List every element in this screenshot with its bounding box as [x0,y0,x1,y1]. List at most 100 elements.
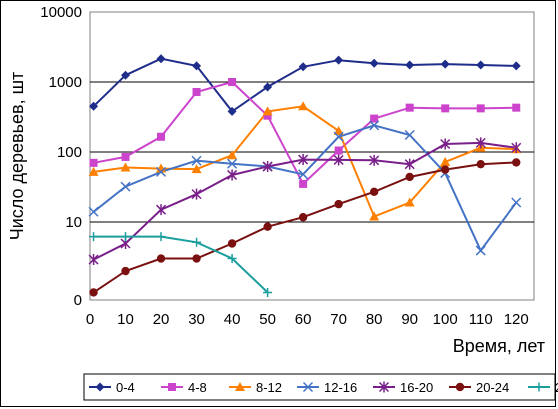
data-point [192,237,202,247]
x-tick-label: 120 [504,311,529,328]
legend-marker [235,382,245,391]
y-tick-label: 1000 [49,74,82,91]
data-point [121,266,130,276]
legend-label: 24-28 [555,380,558,395]
data-point [156,254,166,263]
data-point [476,60,486,70]
data-point [441,165,450,174]
data-point [88,166,99,176]
series-line-6 [93,235,269,294]
data-point [404,197,415,207]
data-point [263,222,272,231]
legend-label: 20-24 [476,380,509,395]
legend-label: 8-12 [256,380,282,395]
data-point [227,239,237,248]
legend-marker [302,381,314,393]
data-point [369,120,380,131]
grid [89,11,535,301]
legend-marker [534,382,544,392]
data-point [121,152,130,161]
legend-box [83,373,556,401]
legend-marker [455,382,465,392]
data-point [370,114,379,123]
legend-label: 16-20 [400,380,433,395]
y-tick-label: 10 [65,214,82,231]
data-point [369,211,380,221]
data-point [121,70,131,80]
data-point [405,172,414,182]
data-point [121,232,131,242]
legend-marker [168,383,176,391]
data-point [227,106,237,116]
data-point [227,254,237,264]
data-point [299,179,308,188]
data-point [120,162,131,172]
data-point [404,158,415,170]
x-tick-label: 60 [295,311,312,328]
series-markers [88,54,522,297]
x-tick-label: 40 [224,311,241,328]
data-point [88,206,99,217]
data-point [369,187,379,197]
data-point [298,169,309,180]
data-point [298,154,309,166]
data-point [156,204,167,216]
data-point [475,137,486,149]
x-tick-label: 30 [188,311,205,328]
data-point [227,169,238,181]
data-point [89,288,98,297]
legend-marker [378,381,390,393]
y-tick-label: 10000 [40,4,82,21]
data-point [89,232,99,242]
x-tick-label: 100 [433,311,458,328]
data-point [333,131,344,142]
x-tick-label: 110 [469,311,493,328]
data-point [192,254,201,263]
data-point [156,166,167,177]
data-point [334,199,343,209]
data-point [191,164,202,174]
y-axis-title: Число деревьев, шт [7,72,27,241]
x-tick-label: 80 [366,311,383,328]
data-point [512,158,521,167]
data-point [228,78,237,86]
data-point [227,150,238,160]
data-point [334,55,344,65]
data-point [440,156,451,166]
tick-labels: 0 10 100 1000 10000 0 10 20 30 40 50 60 70 80 90 100 110… [40,4,528,328]
data-point [476,104,485,113]
x-tick-label: 70 [330,311,347,328]
x-tick-label: 0 [86,311,94,328]
legend-label: 0-4 [116,380,135,395]
data-point [263,287,273,297]
x-tick-label: 20 [153,311,170,328]
data-point [262,161,273,173]
data-point [263,111,272,120]
data-point [157,132,166,141]
legend-label: 4-8 [188,380,207,395]
data-point [191,188,202,200]
data-point [440,138,451,150]
data-point [298,101,309,111]
data-point [405,103,414,112]
data-point [298,62,308,72]
x-tick-label: 10 [117,311,134,328]
data-point [192,87,201,96]
x-tick-label: 90 [401,311,418,328]
legend: 0-4 4-8 8-12 12-16 16-20 20-24 24-28 [83,373,558,401]
data-point [369,58,379,68]
legend-label: 12-16 [324,380,357,395]
data-point [263,82,273,92]
data-point [475,245,486,256]
data-point [191,155,202,166]
data-point [88,254,99,266]
data-point [440,59,450,69]
data-point [120,181,131,192]
y-tick-label: 100 [57,144,82,161]
data-point [405,60,415,70]
data-point [404,129,415,141]
data-point [512,103,521,112]
data-point [89,101,99,111]
data-point [369,154,380,166]
